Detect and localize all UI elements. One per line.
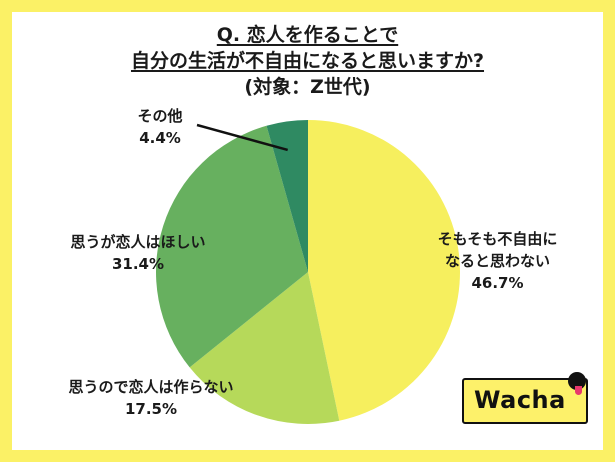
- logo-face-icon: [568, 372, 586, 390]
- label-value: 31.4%: [111, 255, 165, 273]
- label-value: 46.7%: [471, 274, 524, 292]
- label-no-partner: 思うので恋人は作らない 17.5%: [36, 376, 266, 420]
- slice-no-partner: [189, 272, 340, 424]
- label-text: 思うが恋人はほしい: [70, 233, 206, 251]
- title-line-2: 自分の生活が不自由になると思いますか?: [130, 50, 485, 72]
- chart-title: Q. 恋人を作ることで 自分の生活が不自由になると思いますか? (対象：Z世代): [0, 22, 615, 100]
- label-not-restrictive: そもそも不自由に なると思わない 46.7%: [410, 228, 585, 294]
- label-value: 17.5%: [124, 400, 178, 418]
- slice-want-partner: [155, 125, 308, 368]
- label-want-partner: 思うが恋人はほしい 31.4%: [48, 231, 228, 275]
- label-text-line-1: そもそも不自由に: [437, 230, 558, 248]
- label-text: 思うので恋人は作らない: [68, 378, 234, 396]
- label-text-line-2: なると思わない: [444, 252, 550, 270]
- slice-other: [266, 120, 308, 272]
- wacha-logo: Wacha: [462, 372, 588, 424]
- title-line-3: (対象：Z世代): [244, 76, 371, 98]
- label-value: 4.4%: [139, 129, 181, 147]
- title-line-1: Q. 恋人を作ることで: [216, 24, 399, 46]
- other-leader-line: [196, 123, 289, 152]
- slice-not-restrictive: [308, 120, 460, 421]
- logo-tongue-icon: [575, 386, 582, 395]
- label-text: その他: [137, 107, 183, 125]
- logo-wordmark: Wacha: [474, 386, 566, 414]
- label-other: その他 4.4%: [120, 105, 200, 149]
